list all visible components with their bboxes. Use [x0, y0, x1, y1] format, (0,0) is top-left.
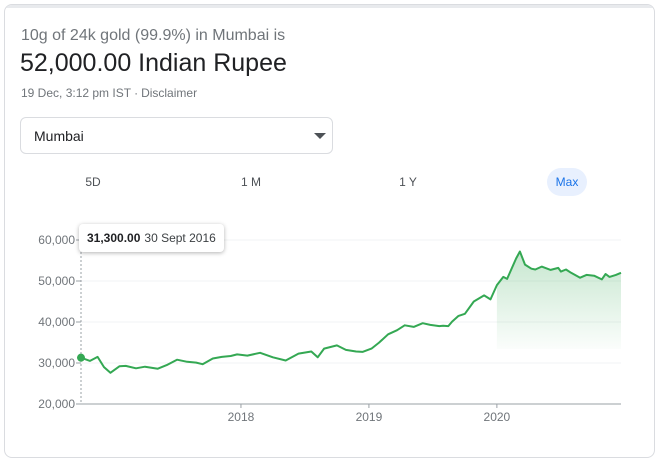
- x-tick-label: 2019: [356, 410, 383, 424]
- city-select-value: Mumbai: [34, 128, 84, 144]
- tab-5d[interactable]: 5D: [85, 175, 101, 189]
- x-tick-label: 2018: [228, 410, 255, 424]
- tab-max[interactable]: Max: [547, 168, 587, 196]
- tab-1y[interactable]: 1 Y: [399, 175, 417, 189]
- timestamp: 19 Dec, 3:12 pm IST: [21, 86, 132, 100]
- card-top-divider: [5, 5, 654, 8]
- city-select[interactable]: Mumbai: [20, 117, 333, 154]
- meta-separator: ·: [134, 86, 139, 100]
- area-fill: [496, 251, 621, 349]
- y-tick-label: 20,000: [38, 397, 75, 411]
- data-point-marker[interactable]: [77, 353, 85, 362]
- chart-tooltip: 31,300.00 30 Sept 2016: [79, 224, 224, 252]
- price-series-line: [80, 250, 622, 374]
- disclaimer-link[interactable]: Disclaimer: [141, 86, 198, 100]
- x-tick-label: 2020: [484, 410, 511, 424]
- y-tick-label: 30,000: [38, 356, 75, 370]
- price-subtitle: 10g of 24k gold (99.9%) in Mumbai is: [21, 27, 286, 44]
- tab-1m[interactable]: 1 M: [240, 175, 261, 189]
- chevron-down-icon: [314, 133, 326, 139]
- y-tick-label: 60,000: [38, 233, 75, 247]
- y-tick-label: 50,000: [38, 274, 75, 288]
- tooltip-value: 31,300.00: [87, 231, 141, 245]
- price-meta: 19 Dec, 3:12 pm IST · Disclaimer: [21, 86, 197, 100]
- gold-price-card: 10g of 24k gold (99.9%) in Mumbai is 52,…: [4, 4, 655, 458]
- tooltip-date: 30 Sept 2016: [144, 231, 216, 245]
- y-tick-label: 40,000: [38, 315, 75, 329]
- price-value: 52,000.00 Indian Rupee: [20, 49, 287, 77]
